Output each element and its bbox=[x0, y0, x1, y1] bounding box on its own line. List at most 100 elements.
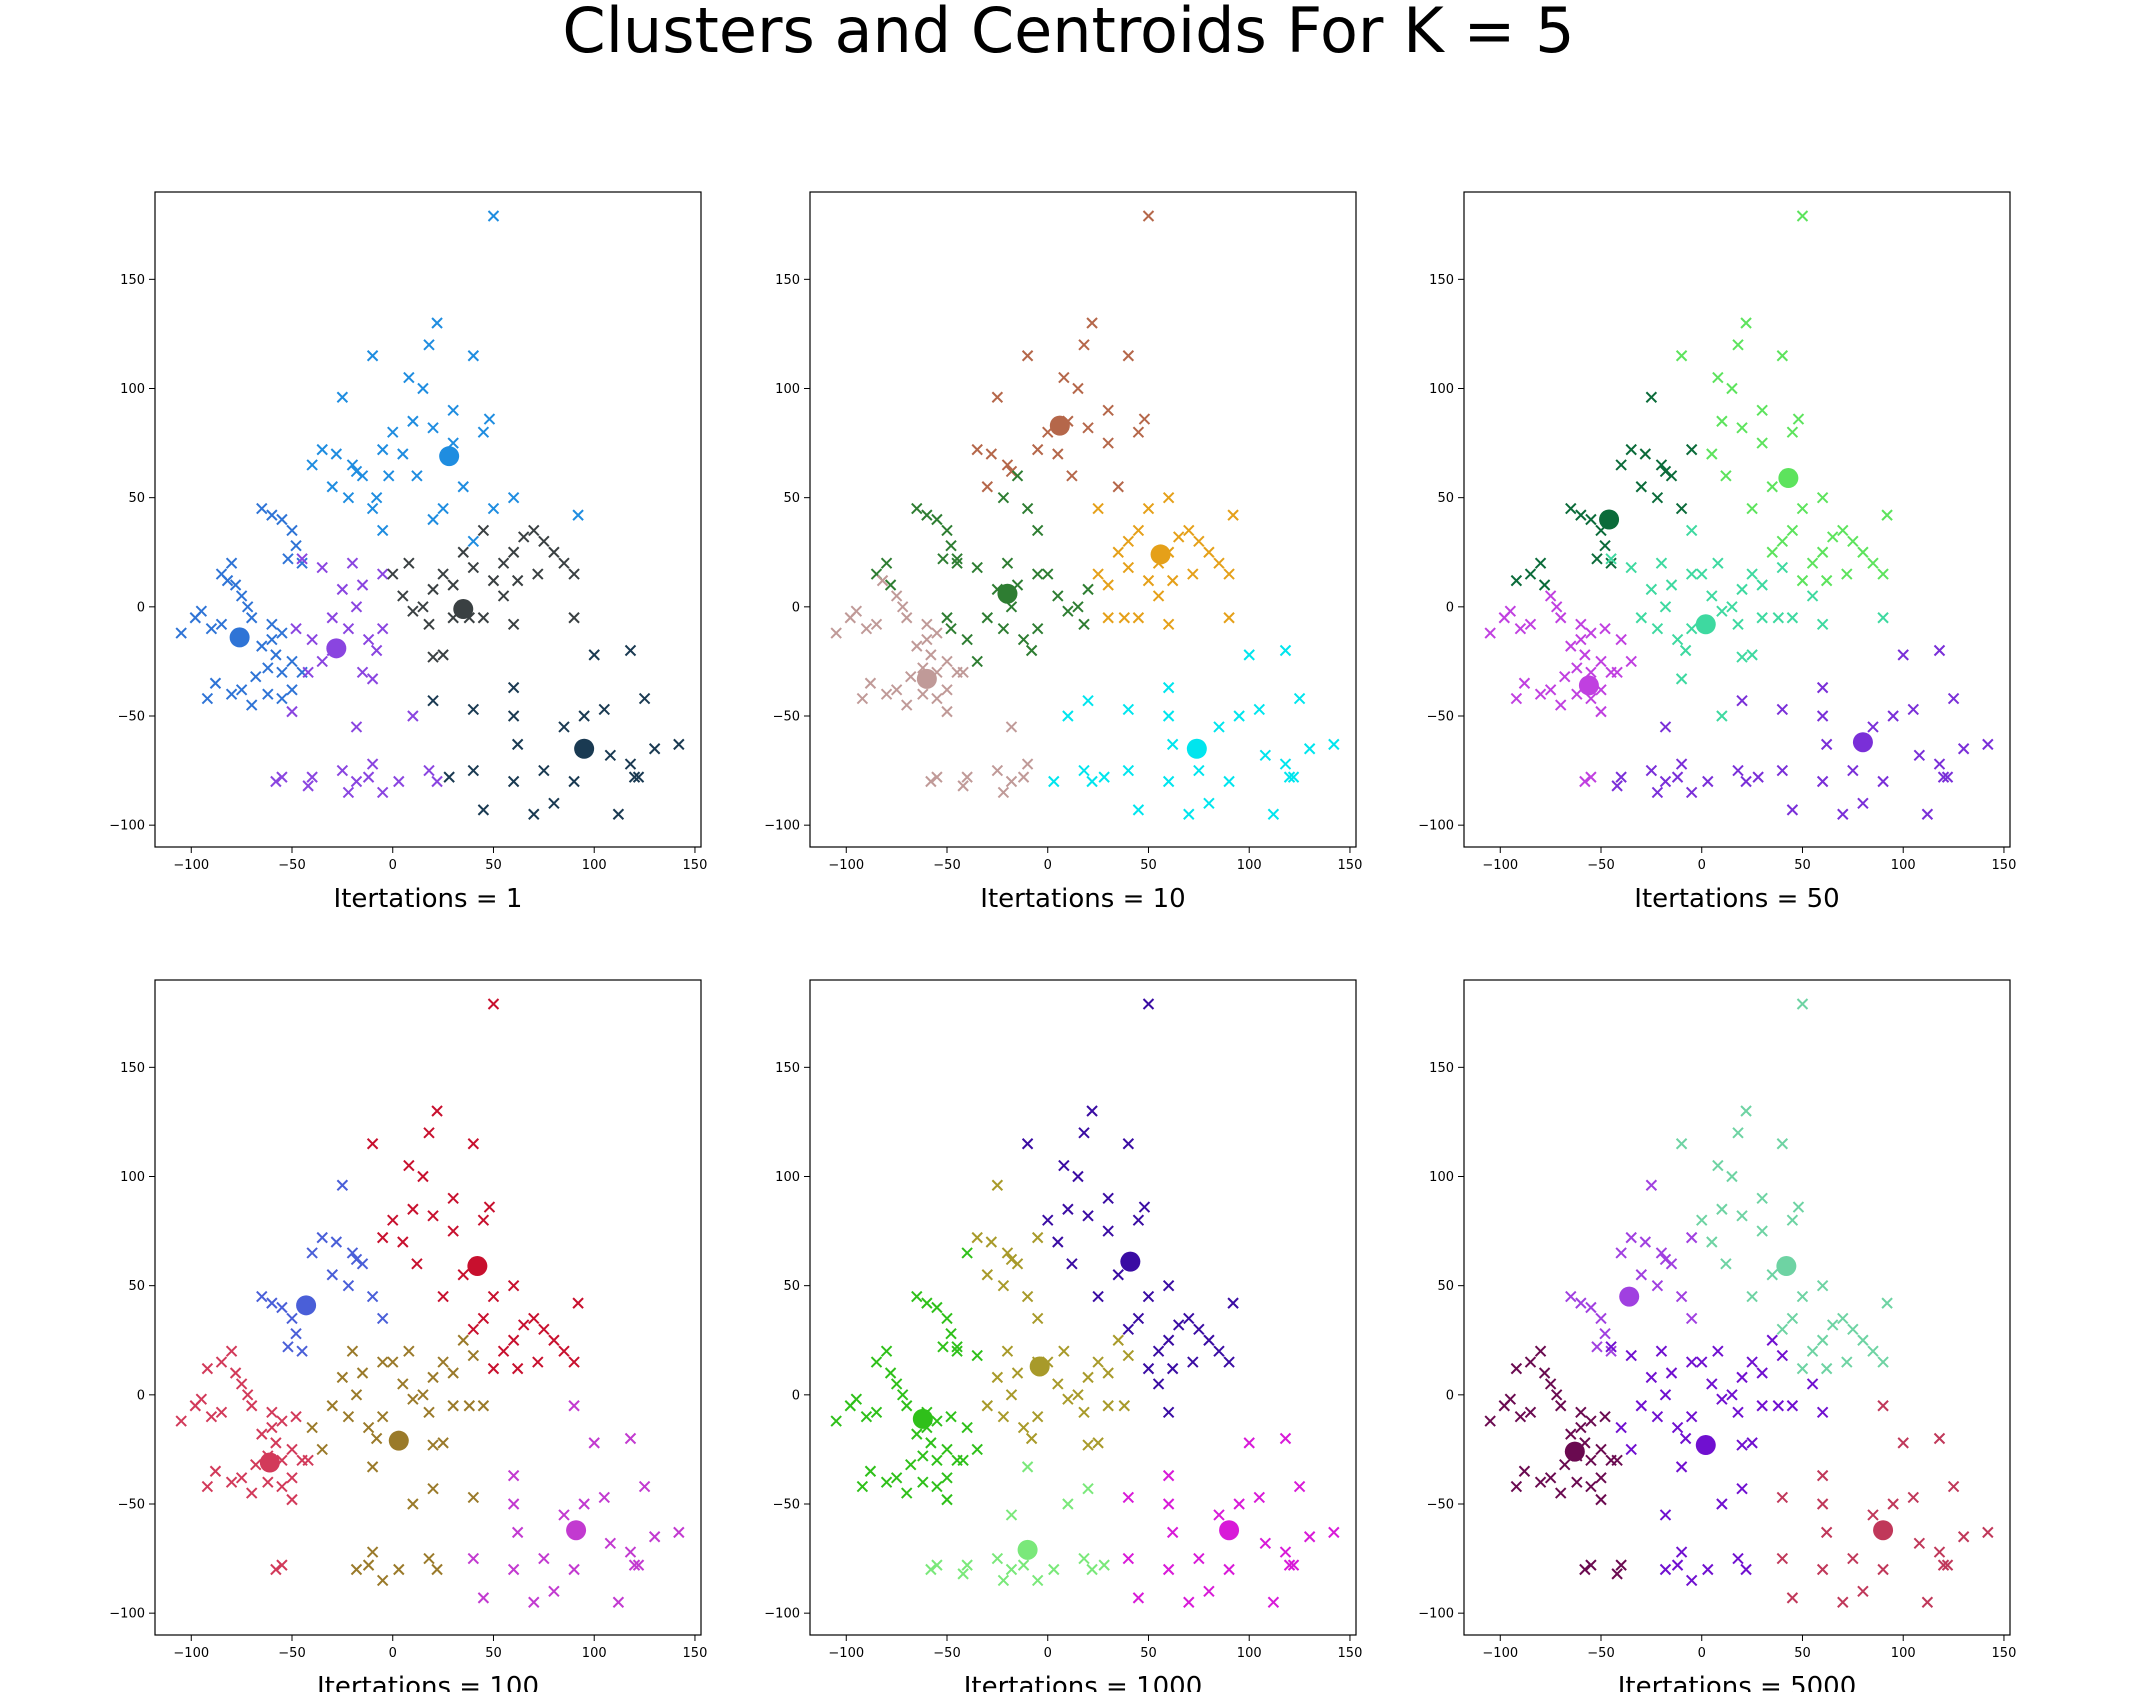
data-point bbox=[356, 470, 369, 482]
data-point bbox=[1665, 579, 1678, 591]
data-point bbox=[1651, 622, 1664, 635]
data-point bbox=[1659, 465, 1672, 478]
centroid-marker bbox=[1873, 1520, 1894, 1541]
data-point bbox=[638, 692, 651, 705]
data-point bbox=[467, 1349, 480, 1362]
data-point bbox=[507, 1563, 520, 1576]
data-point bbox=[376, 1574, 389, 1587]
data-point bbox=[1792, 413, 1805, 425]
data-point bbox=[427, 695, 439, 707]
data-point bbox=[235, 1378, 248, 1390]
data-point bbox=[1720, 1258, 1732, 1270]
data-point bbox=[1001, 1247, 1014, 1259]
data-point bbox=[467, 1552, 480, 1565]
data-point bbox=[1086, 775, 1098, 788]
data-point bbox=[376, 1410, 389, 1423]
data-point bbox=[945, 539, 957, 552]
subplot-6: −100 −50 0 50 100 150 −100 −50 0 50 100 150 Itertati… bbox=[1418, 979, 2016, 1692]
data-point bbox=[1816, 1563, 1829, 1576]
data-point bbox=[336, 583, 349, 596]
data-point bbox=[1183, 1312, 1195, 1325]
data-point bbox=[1772, 612, 1785, 624]
data-point bbox=[1555, 1487, 1567, 1499]
data-point bbox=[1796, 1362, 1809, 1375]
data-point bbox=[423, 1127, 435, 1139]
data-point bbox=[844, 612, 857, 624]
data-point bbox=[1671, 1421, 1684, 1434]
y-tick-label: 150 bbox=[1429, 1061, 1454, 1076]
y-tick-label: −50 bbox=[118, 1498, 145, 1513]
data-point bbox=[417, 382, 429, 395]
data-point bbox=[366, 1138, 379, 1150]
data-point bbox=[296, 553, 308, 565]
data-point bbox=[1736, 651, 1748, 663]
data-point bbox=[941, 1493, 953, 1506]
data-point bbox=[991, 1179, 1004, 1191]
data-point bbox=[588, 649, 600, 661]
data-point bbox=[290, 1327, 302, 1340]
data-point bbox=[957, 1568, 969, 1580]
x-tick-label: 150 bbox=[683, 858, 708, 873]
data-point bbox=[229, 1367, 242, 1379]
data-point bbox=[538, 535, 550, 548]
data-point bbox=[342, 622, 355, 635]
y-tick-label: 50 bbox=[1437, 1279, 1454, 1294]
data-point bbox=[1585, 627, 1597, 639]
data-point bbox=[346, 459, 359, 471]
data-point bbox=[256, 1290, 268, 1303]
data-point bbox=[397, 1236, 409, 1248]
data-point bbox=[1193, 535, 1205, 548]
data-point bbox=[1005, 465, 1018, 478]
data-point bbox=[971, 1443, 983, 1456]
data-point bbox=[1877, 1563, 1889, 1576]
data-point bbox=[1132, 1312, 1145, 1325]
data-point bbox=[1575, 1421, 1587, 1434]
data-point bbox=[844, 1400, 857, 1412]
x-tick-label: −100 bbox=[1482, 858, 1518, 873]
data-point bbox=[1112, 1269, 1124, 1281]
data-point bbox=[282, 1341, 294, 1353]
data-point bbox=[336, 764, 349, 777]
data-point bbox=[1086, 1563, 1098, 1576]
data-point bbox=[961, 1421, 973, 1434]
data-point bbox=[326, 612, 339, 624]
data-point bbox=[1736, 422, 1748, 434]
data-point bbox=[1072, 1389, 1084, 1401]
data-point bbox=[1021, 1290, 1034, 1303]
centroid-marker bbox=[1120, 1251, 1141, 1272]
data-point bbox=[256, 640, 268, 652]
data-point bbox=[971, 655, 983, 668]
centroid-marker bbox=[1578, 675, 1599, 696]
data-point bbox=[1162, 1406, 1175, 1419]
data-point bbox=[306, 1247, 318, 1259]
data-point bbox=[225, 688, 238, 700]
data-point bbox=[1223, 1563, 1235, 1576]
data-point bbox=[568, 612, 580, 624]
data-point bbox=[387, 568, 399, 580]
data-point bbox=[598, 1491, 610, 1504]
centroid-marker bbox=[439, 446, 460, 467]
data-point bbox=[467, 703, 480, 716]
data-point bbox=[507, 775, 520, 788]
data-point bbox=[1635, 612, 1648, 624]
data-point bbox=[477, 426, 490, 438]
data-point bbox=[1328, 1526, 1340, 1539]
y-tick-label: 50 bbox=[783, 491, 800, 506]
data-point bbox=[241, 601, 254, 613]
data-point bbox=[1498, 612, 1511, 624]
data-point bbox=[1740, 1563, 1752, 1576]
data-point bbox=[941, 1472, 953, 1484]
data-point bbox=[1696, 568, 1708, 580]
data-point bbox=[1062, 1203, 1074, 1215]
x-tick-label: 100 bbox=[1237, 858, 1262, 873]
data-point bbox=[376, 524, 389, 537]
data-point bbox=[1031, 1312, 1044, 1325]
data-point bbox=[860, 1410, 873, 1423]
data-point bbox=[951, 1341, 963, 1353]
data-point bbox=[393, 1563, 405, 1576]
data-point bbox=[316, 1443, 328, 1456]
data-point bbox=[880, 1476, 893, 1488]
data-point bbox=[431, 317, 443, 329]
data-point bbox=[1098, 1559, 1110, 1571]
data-point bbox=[407, 710, 419, 722]
